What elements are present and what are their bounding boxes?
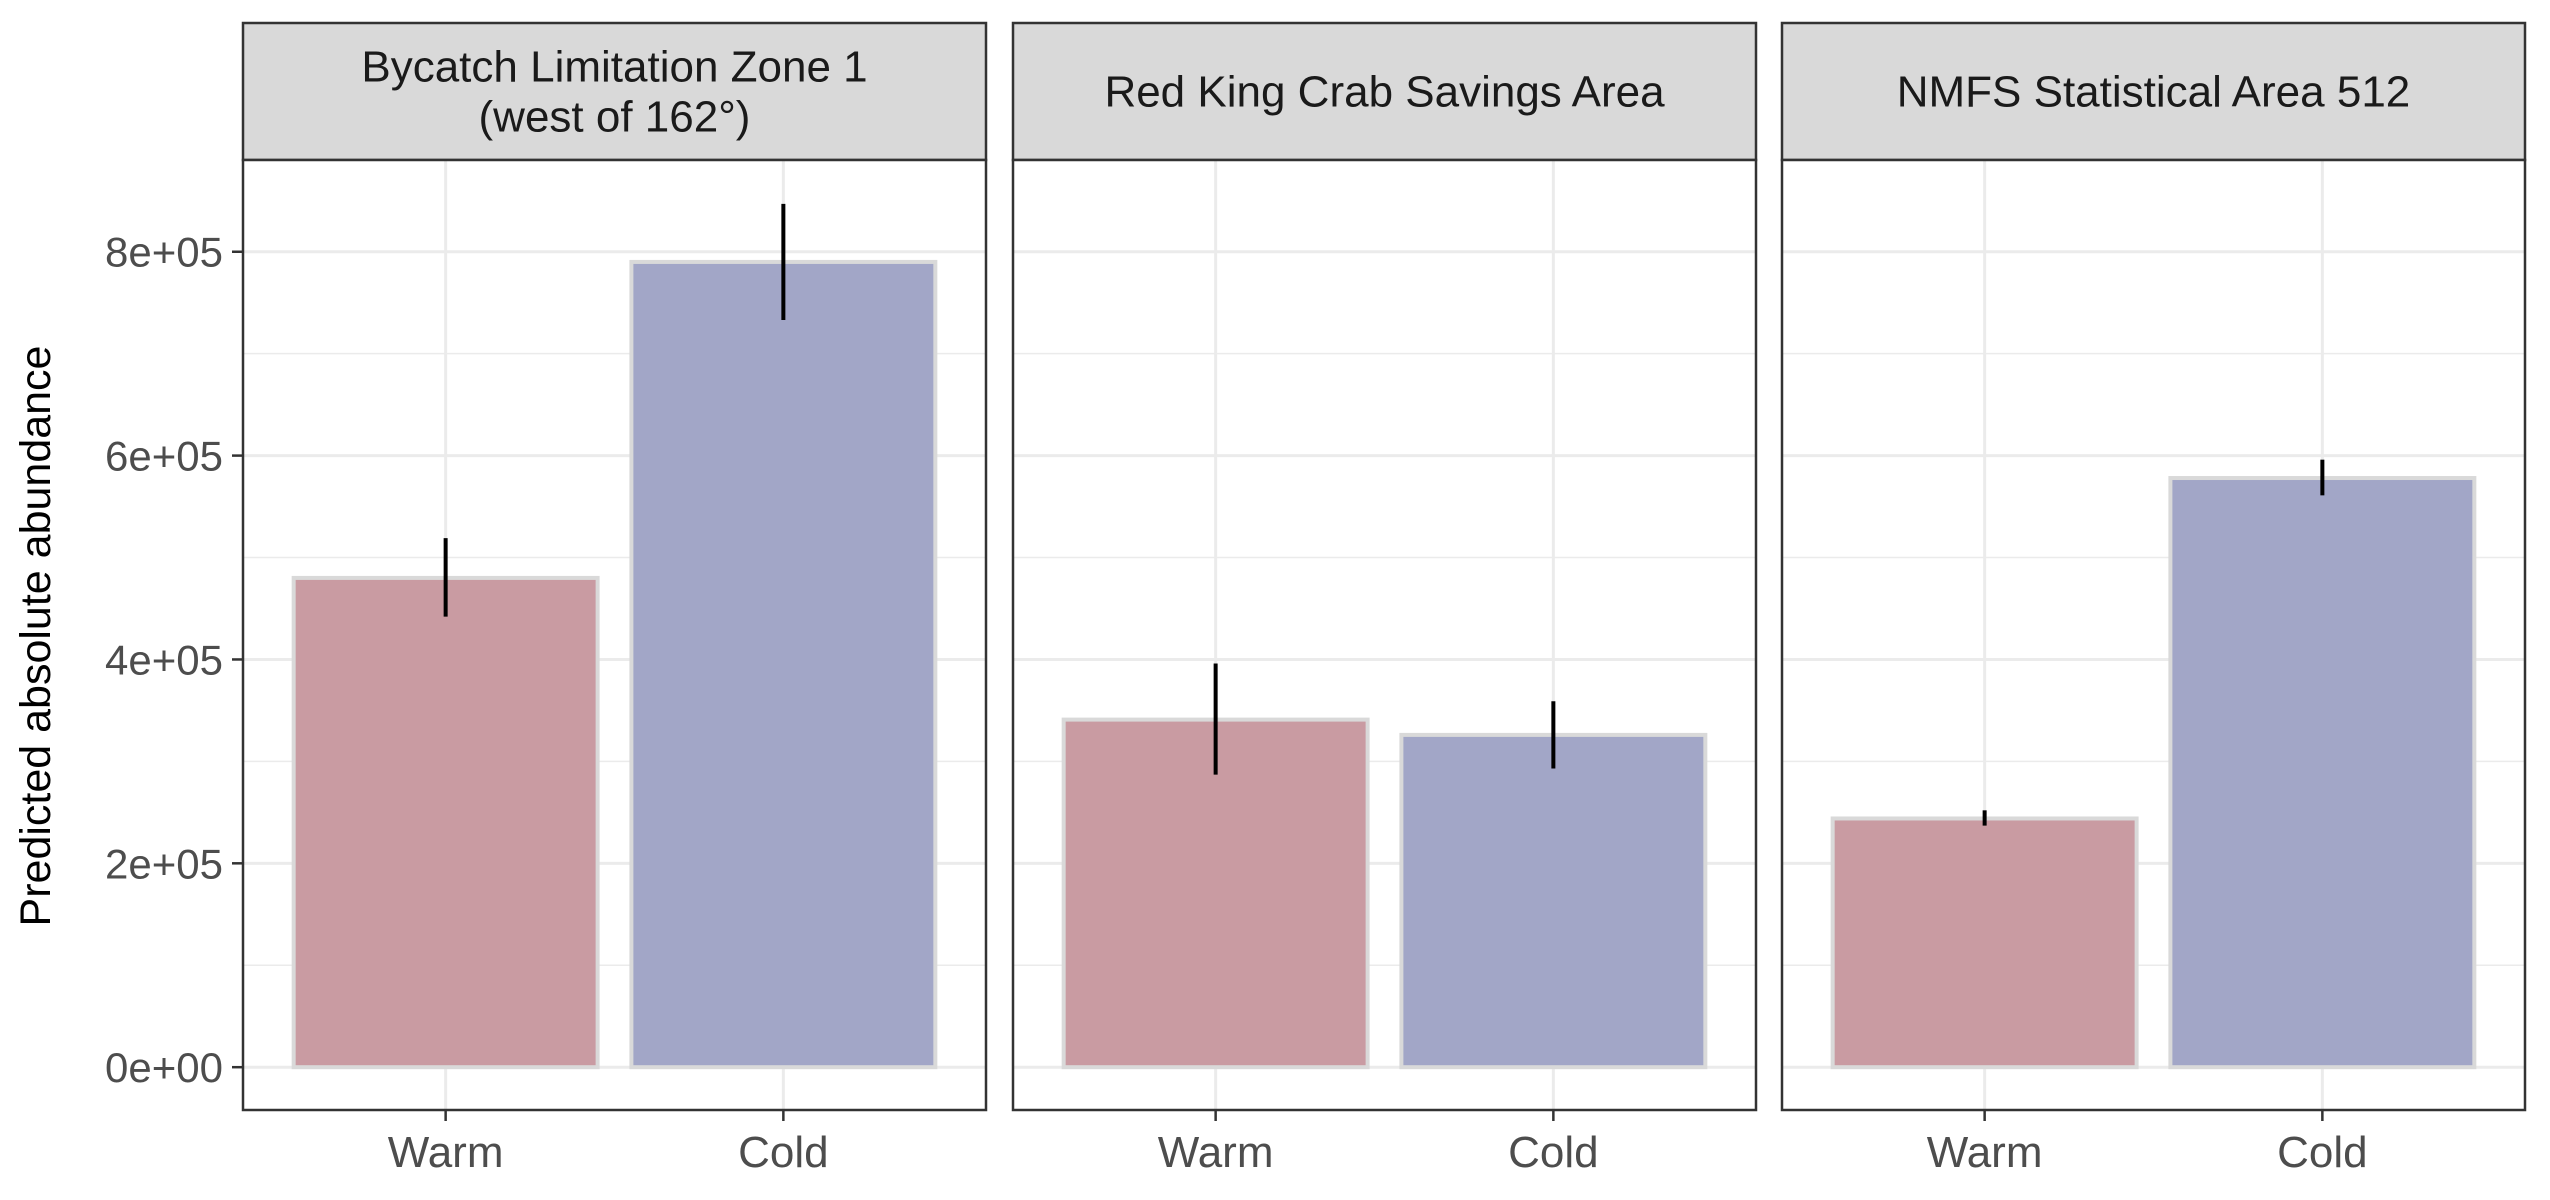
facet-strip — [1011, 21, 1758, 162]
facet-strip — [1780, 21, 2527, 162]
facet-title: Bycatch Limitation Zone 1 — [361, 43, 867, 92]
y-tick-label: 6e+05 — [105, 433, 223, 480]
y-tick-label: 8e+05 — [105, 229, 223, 276]
x-tick-label: Warm — [388, 1128, 504, 1177]
x-tick-label: Cold — [738, 1128, 829, 1177]
facet-panels: 0e+00 2e+05 4e+05 6e+05 8e+05 Bycatch Limitat… — [105, 21, 2527, 1177]
x-tick-label: Cold — [1508, 1128, 1599, 1177]
x-tick-label: Warm — [1158, 1128, 1274, 1177]
facet-panel: Bycatch Limitation Zone 1(west of 162°) W… — [241, 21, 988, 1177]
bar-warm — [1061, 717, 1370, 1070]
bar-warm — [1830, 816, 2139, 1070]
panel-border — [1780, 158, 2527, 1112]
facet-strip — [241, 21, 988, 162]
facet-panel: NMFS Statistical Area 512 Warm Cold — [1780, 21, 2527, 1177]
x-tick-label: Cold — [2277, 1128, 2368, 1177]
y-tick-label: 4e+05 — [105, 636, 223, 683]
facet-title: (west of 162°) — [479, 93, 751, 142]
x-tick-label: Warm — [1927, 1128, 2043, 1177]
y-tick-label: 0e+00 — [105, 1044, 223, 1091]
bar-cold — [2168, 476, 2477, 1070]
bar-cold — [1399, 732, 1708, 1070]
y-tick-label: 2e+05 — [105, 840, 223, 887]
facet-panel: Red King Crab Savings Area Warm Cold — [1011, 21, 1758, 1177]
facet-title: NMFS Statistical Area 512 — [1897, 68, 2411, 117]
panel-border — [241, 158, 988, 1112]
y-axis-title: Predicted absolute abundance — [12, 346, 60, 927]
bar-warm — [291, 575, 600, 1070]
panel-border — [1011, 158, 1758, 1112]
bar-cold — [629, 259, 938, 1070]
facet-title: Red King Crab Savings Area — [1104, 68, 1665, 117]
